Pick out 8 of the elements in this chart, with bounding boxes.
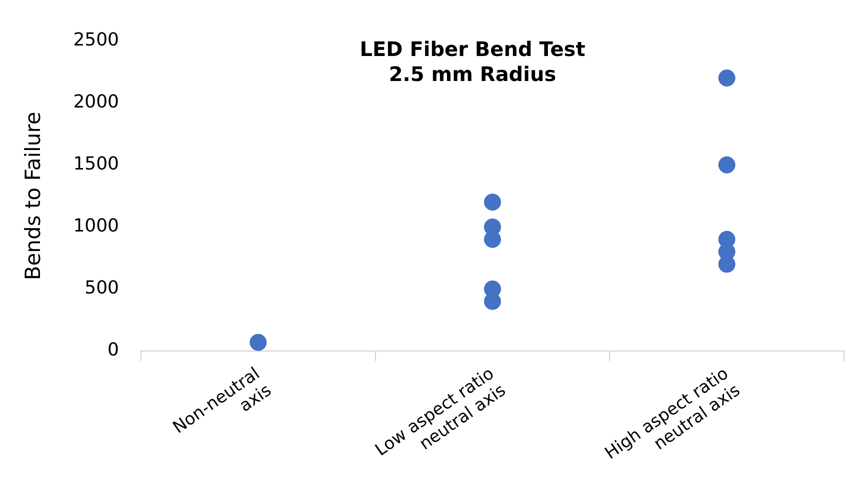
- y-tick-label: 2000: [73, 92, 120, 113]
- y-axis-title: Bends to Failure: [21, 112, 46, 280]
- y-tick-label: 0: [108, 340, 120, 361]
- text: LED Fiber Bend Test 2.5 mm Radius: [360, 37, 586, 86]
- y-tick-label: 1000: [73, 216, 120, 237]
- y-tick-label: 1500: [73, 154, 120, 175]
- y-tick-label: 2500: [73, 29, 120, 50]
- y-tick-label: 500: [84, 278, 120, 299]
